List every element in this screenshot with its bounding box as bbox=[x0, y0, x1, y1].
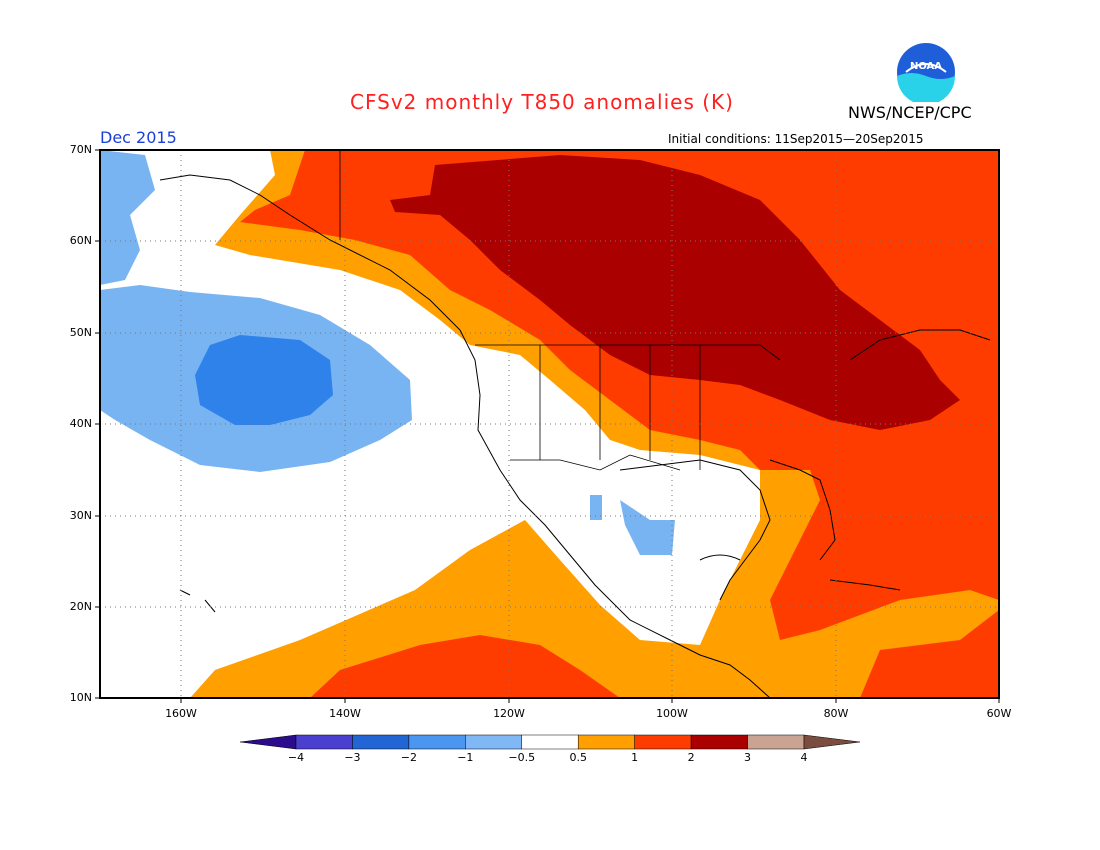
colorbar-tick-label: −2 bbox=[400, 751, 417, 764]
colorbar bbox=[239, 734, 861, 750]
map-title: CFSv2 monthly T850 anomalies (K) bbox=[350, 90, 734, 114]
coastlines bbox=[159, 174, 991, 698]
colorbar-box bbox=[577, 734, 635, 750]
colorbar-box bbox=[747, 734, 805, 750]
lat-label: 70N bbox=[69, 143, 92, 156]
colorbar-tick-label: −4 bbox=[287, 751, 305, 764]
colorbar-box bbox=[690, 734, 748, 750]
colorbar-arrow-low bbox=[239, 734, 297, 750]
colorbar-tick-label: −1 bbox=[457, 751, 474, 764]
colorbar-tick-label: 4 bbox=[800, 751, 808, 764]
anomaly-region-blue bbox=[195, 335, 333, 425]
lon-label: 120W bbox=[493, 707, 525, 720]
colorbar-arrow-high bbox=[803, 734, 861, 750]
colorbar-tick-label: −0.5 bbox=[508, 751, 536, 764]
colorbar-box bbox=[408, 734, 466, 750]
lat-label: 40N bbox=[69, 417, 92, 430]
lon-label: 160W bbox=[165, 707, 197, 720]
lat-label: 60N bbox=[69, 234, 92, 247]
colorbar-box bbox=[521, 734, 579, 750]
colorbar-tick-label: 3 bbox=[744, 751, 752, 764]
agency-label: NWS/NCEP/CPC bbox=[848, 103, 972, 122]
colorbar-tick-label: 2 bbox=[687, 751, 695, 764]
colorbar-box bbox=[465, 734, 523, 750]
anomaly-region-darkred bbox=[390, 155, 960, 430]
lon-label: 100W bbox=[656, 707, 688, 720]
colorbar-box bbox=[352, 734, 410, 750]
lat-label: 30N bbox=[69, 509, 92, 522]
anomaly-field bbox=[100, 150, 999, 698]
initial-conditions: Initial conditions: 11Sep2015—20Sep2015 bbox=[668, 132, 924, 146]
logo-text: NOAA bbox=[910, 61, 942, 72]
colorbar-tick-label: 1 bbox=[631, 751, 639, 764]
anomaly-region-lightblue bbox=[100, 150, 675, 555]
lon-label: 60W bbox=[986, 707, 1012, 720]
noaa-logo: NOAA bbox=[896, 42, 956, 105]
political-borders bbox=[339, 150, 781, 471]
axis-ticks bbox=[95, 149, 1000, 703]
colorbar-box bbox=[295, 734, 353, 750]
colorbar-box bbox=[634, 734, 692, 750]
colorbar-tick-label: 0.5 bbox=[569, 751, 587, 764]
colorbar-tick-label: −3 bbox=[344, 751, 361, 764]
lon-label: 140W bbox=[329, 707, 361, 720]
valid-period: Dec 2015 bbox=[100, 128, 177, 147]
lat-label: 10N bbox=[69, 691, 92, 704]
lat-label: 50N bbox=[69, 326, 92, 339]
lat-label: 20N bbox=[69, 600, 92, 613]
lon-label: 80W bbox=[823, 707, 849, 720]
